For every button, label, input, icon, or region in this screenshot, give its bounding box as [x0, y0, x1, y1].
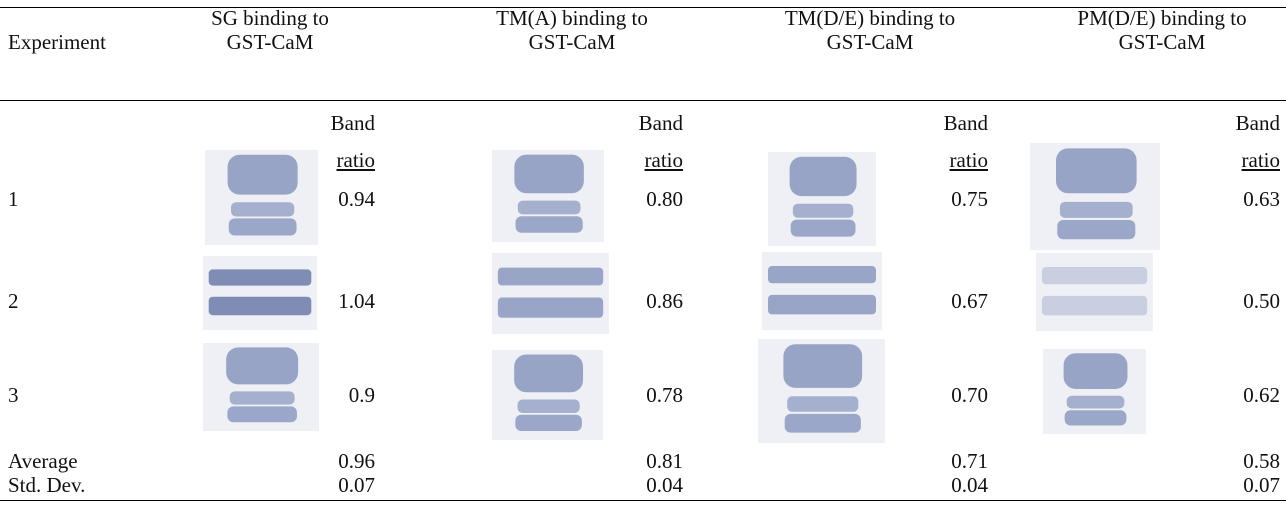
table-page: ExperimentSG binding toGST-CaMGelBandrat…	[0, 0, 1286, 512]
gel-image	[203, 343, 319, 431]
gel-image	[1043, 349, 1146, 434]
band-ratio: 0.80	[646, 187, 683, 211]
gel-image	[768, 152, 876, 246]
band-ratio: 0.04	[951, 473, 988, 497]
row-label: 2	[8, 289, 19, 313]
band-ratio: 0.04	[646, 473, 683, 497]
band-ratio: 0.96	[338, 449, 375, 473]
band-ratio: 0.07	[338, 473, 375, 497]
gel-image	[203, 256, 317, 330]
row-label: 1	[8, 187, 19, 211]
row-label: Std. Dev.	[8, 473, 85, 497]
gel-image	[205, 150, 318, 245]
group-title: GST-CaM	[227, 30, 314, 54]
group-title: GST-CaM	[1119, 30, 1206, 54]
row-label: Average	[8, 449, 78, 473]
band-ratio: 1.04	[338, 289, 375, 313]
group-title: SG binding to	[211, 6, 329, 30]
gel-image	[492, 150, 604, 242]
band-ratio: 0.70	[951, 383, 988, 407]
band-ratio: 0.94	[338, 187, 375, 211]
band-ratio: 0.67	[951, 289, 988, 313]
group-title: GST-CaM	[529, 30, 616, 54]
ratio-header: ratio	[645, 148, 683, 172]
group-title: TM(A) binding to	[496, 6, 648, 30]
band-ratio: 0.75	[951, 187, 988, 211]
ratio-header: ratio	[337, 148, 375, 172]
group-title: TM(D/E) binding to	[785, 6, 955, 30]
group-title: GST-CaM	[827, 30, 914, 54]
band-ratio: 0.9	[349, 383, 375, 407]
gel-image	[492, 253, 609, 334]
ratio-header: Band	[639, 111, 683, 135]
ratio-header: ratio	[1242, 148, 1280, 172]
header-experiment: Experiment	[8, 30, 106, 54]
row-label: 3	[8, 383, 19, 407]
band-ratio: 0.81	[646, 449, 683, 473]
group-title: PM(D/E) binding to	[1077, 6, 1246, 30]
ratio-header: ratio	[950, 148, 988, 172]
band-ratio: 0.62	[1243, 383, 1280, 407]
ratio-header: Band	[331, 111, 375, 135]
band-ratio: 0.07	[1243, 473, 1280, 497]
gel-image	[762, 252, 882, 330]
gel-image	[758, 339, 885, 443]
band-ratio: 0.86	[646, 289, 683, 313]
ratio-header: Band	[1236, 111, 1280, 135]
header-rule	[0, 100, 1286, 101]
band-ratio: 0.50	[1243, 289, 1280, 313]
band-ratio: 0.58	[1243, 449, 1280, 473]
gel-image	[1036, 253, 1153, 331]
ratio-header: Band	[944, 111, 988, 135]
bottom-rule	[0, 500, 1286, 501]
gel-image	[1030, 143, 1160, 250]
band-ratio: 0.71	[951, 449, 988, 473]
band-ratio: 0.78	[646, 383, 683, 407]
gel-image	[492, 350, 603, 440]
band-ratio: 0.63	[1243, 187, 1280, 211]
